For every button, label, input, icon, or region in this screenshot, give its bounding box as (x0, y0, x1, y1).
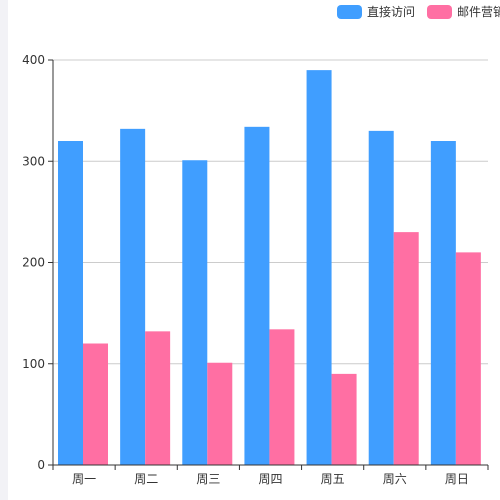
legend-item-email[interactable]: 邮件营销 (427, 3, 500, 20)
bar-direct-5 (368, 130, 394, 465)
y-tick-label-4: 400 (22, 53, 45, 67)
x-tick-label-6: 周日 (445, 472, 469, 486)
legend-label-direct: 直接访问 (367, 5, 416, 19)
bar-email-2 (207, 362, 233, 465)
x-tick-label-3: 周四 (258, 472, 282, 486)
legend-swatch-direct (337, 4, 362, 19)
legend: 直接访问 邮件营销 (337, 3, 500, 20)
y-tick-label-2: 200 (22, 256, 45, 270)
bar-direct-1 (120, 128, 146, 465)
bar-email-4 (331, 373, 357, 465)
bar-direct-3 (244, 126, 270, 465)
bar-email-0 (83, 343, 108, 465)
y-tick-label-3: 300 (22, 154, 45, 168)
x-tick-label-5: 周六 (383, 472, 407, 486)
y-tick-label-1: 100 (22, 357, 45, 371)
x-tick-label-1: 周二 (134, 472, 158, 486)
bar-email-6 (455, 252, 481, 465)
bar-direct-4 (306, 70, 332, 465)
x-tick-label-4: 周五 (321, 472, 345, 486)
legend-label-email: 邮件营销 (457, 5, 500, 19)
bar-direct-2 (182, 160, 208, 466)
bar-email-1 (145, 331, 171, 465)
left-edge-strip (0, 0, 8, 500)
x-tick-label-0: 周一 (72, 472, 96, 486)
legend-swatch-email (427, 4, 453, 19)
y-tick-label-0: 0 (37, 458, 45, 472)
bar-email-3 (269, 329, 295, 465)
legend-item-direct[interactable]: 直接访问 (337, 3, 415, 20)
bar-direct-0 (58, 141, 83, 465)
bar-direct-6 (430, 141, 456, 465)
x-tick-label-2: 周三 (196, 472, 220, 486)
bar-email-5 (393, 232, 419, 465)
